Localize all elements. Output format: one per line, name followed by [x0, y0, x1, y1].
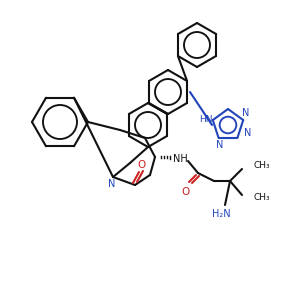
Text: NH: NH	[172, 154, 188, 164]
Text: H₂N: H₂N	[212, 209, 230, 219]
Text: CH₃: CH₃	[254, 161, 271, 170]
Text: N: N	[216, 140, 224, 150]
Text: O: O	[137, 160, 145, 170]
Text: N: N	[244, 128, 252, 138]
Text: O: O	[181, 187, 189, 197]
Text: HN: HN	[199, 115, 213, 124]
Text: N: N	[108, 179, 116, 189]
Text: CH₃: CH₃	[254, 194, 271, 202]
Text: N: N	[242, 108, 250, 118]
